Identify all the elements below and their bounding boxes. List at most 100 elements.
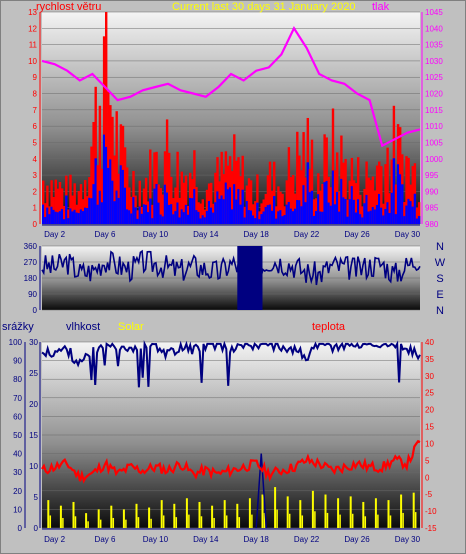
wind-average-bar — [165, 192, 169, 224]
solar-label: Solar — [118, 321, 144, 333]
wind-gust-bar — [58, 181, 62, 224]
wind-average-bar — [359, 214, 362, 224]
wind-average-bar — [210, 207, 213, 224]
wind-average-bar — [409, 201, 412, 224]
humidity-tick-label: 0 — [34, 524, 39, 533]
wind-gust-bar — [275, 206, 278, 224]
wind-gust-bar — [69, 174, 72, 224]
wind-gust-bar — [153, 152, 156, 224]
wind-average-bar — [411, 206, 414, 224]
temperature-tick-label: -15 — [425, 524, 437, 533]
wind-average-bar — [350, 186, 354, 224]
direction-tick-label: 90 — [28, 290, 37, 299]
wind-gust-bar — [302, 132, 305, 224]
x-tick-label: Day 30 — [395, 230, 421, 239]
temperature-tick-label: 40 — [425, 338, 434, 347]
wind-gust-bar — [107, 91, 110, 224]
wind-gust-bar — [266, 175, 270, 224]
wind-average-bar — [159, 214, 162, 224]
x-tick-label: Day 22 — [294, 230, 320, 239]
wind-gust-bar — [63, 205, 66, 224]
temperature-tick-label: 10 — [425, 439, 434, 448]
temperature-tick-label: -5 — [425, 490, 433, 499]
wind-average-bar — [319, 211, 322, 224]
wind-average-bar — [174, 211, 177, 224]
wind-average-bar — [107, 167, 110, 224]
wind-gust-bar — [159, 188, 162, 224]
wind-gust-bar — [170, 176, 173, 224]
wind-average-bar — [136, 218, 139, 224]
pressure-tick-label: 1005 — [425, 138, 443, 147]
wind-average-bar — [56, 212, 60, 224]
wind-gust-bar — [417, 202, 421, 224]
temperature-line — [41, 439, 421, 484]
wind-gust-bar — [273, 161, 276, 224]
wind-average-bar — [294, 208, 297, 224]
pressure-ticks: 980 985 990 995 1000 1005 1010 1015 1020 1025 1030… — [421, 8, 443, 229]
wind-gust-bar — [375, 165, 379, 224]
wind-gust-bar — [102, 36, 106, 224]
bottom-x-axis: Day 2 Day 6 Day 10 Day 14 Day 18 Day 22 Day 26… — [42, 528, 421, 544]
wind-tick-label: 11 — [29, 41, 38, 50]
wind-tick-label: 7 — [33, 106, 38, 115]
pressure-tick-label: 980 — [425, 220, 439, 229]
wind-average-bar — [121, 169, 125, 224]
wind-average-bar — [228, 187, 232, 224]
wind-gust-bar — [210, 182, 213, 224]
humidity-tick-label: 20 — [29, 400, 38, 409]
wind-average-bar — [170, 204, 173, 224]
wind-gust-bar — [371, 176, 375, 224]
wind-average-bar — [220, 195, 223, 224]
wind-tick-label: 3 — [33, 171, 38, 180]
wind-average-bar — [239, 204, 242, 224]
rain-tick-label: 60 — [13, 412, 22, 421]
wind-gust-bar — [165, 119, 169, 224]
wind-average-bar — [258, 219, 261, 224]
wind-average-bar — [371, 206, 375, 224]
wind-average-bar — [128, 210, 131, 224]
wind-tick-label: 10 — [28, 57, 37, 66]
wind-gust-bar — [46, 185, 49, 224]
wind-average-bar — [396, 164, 400, 224]
x-tick-label: Day 14 — [193, 535, 219, 544]
humidity-tick-label: 25 — [29, 369, 38, 378]
wind-average-bar — [384, 208, 387, 224]
pressure-tick-label: 1000 — [425, 155, 443, 164]
wind-average-bar — [63, 219, 66, 224]
wind-average-bar — [207, 201, 211, 224]
wind-average-bar — [105, 146, 108, 224]
wind-average-bar — [65, 195, 68, 224]
direction-dense-block — [237, 246, 263, 310]
wind-average-bar — [315, 211, 318, 224]
wind-gust-bar — [304, 177, 307, 224]
humidity-tick-label: 30 — [29, 338, 38, 347]
wind-gust-bar — [254, 201, 257, 224]
wind-average-bar — [302, 185, 305, 224]
wind-average-bar — [249, 210, 253, 224]
wind-average-bar — [94, 158, 97, 224]
wind-average-bar — [117, 197, 120, 224]
wind-gust-bar — [71, 195, 74, 224]
temperature-tick-label: 30 — [425, 372, 434, 381]
wind-gust-bar — [105, 12, 108, 224]
wind-average-bar — [243, 217, 246, 224]
x-tick-label: Day 2 — [44, 230, 65, 239]
rain-tick-label: 90 — [13, 357, 22, 366]
wind-average-bar — [84, 207, 87, 224]
rain-tick-label: 0 — [18, 524, 23, 533]
wind-average-bar — [98, 190, 102, 224]
x-tick-label: Day 18 — [244, 230, 270, 239]
wind-gust-bar — [277, 186, 280, 224]
humidity-ticks: 0 5 10 15 20 25 30 — [29, 338, 41, 533]
x-tick-label: Day 18 — [244, 535, 270, 544]
pressure-tick-label: 985 — [425, 204, 439, 213]
wind-average-bar — [417, 216, 421, 224]
wind-average-bar — [132, 197, 135, 224]
wind-average-bar — [186, 214, 190, 224]
wind-average-bar — [323, 182, 326, 224]
compass-letter: N — [436, 305, 444, 317]
wind-average-bar — [340, 178, 343, 224]
wind-average-bar — [180, 209, 183, 224]
wind-gust-bar — [111, 116, 114, 224]
humidity-label: vlhkost — [66, 321, 100, 333]
